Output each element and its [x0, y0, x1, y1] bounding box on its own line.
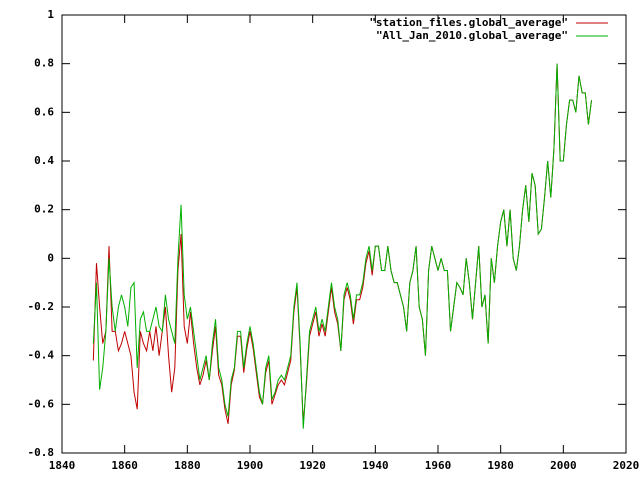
y-tick-label: 0.2: [34, 203, 54, 216]
x-tick-label: 1980: [487, 459, 514, 472]
y-tick-label: -0.8: [28, 446, 55, 459]
y-tick-label: 0.6: [34, 105, 54, 118]
y-tick-label: 0: [47, 251, 54, 264]
x-tick-label: 1940: [362, 459, 389, 472]
x-tick-label: 2000: [550, 459, 577, 472]
y-tick-label: 1: [47, 8, 54, 21]
x-tick-label: 1860: [111, 459, 138, 472]
y-tick-label: 0.8: [34, 57, 54, 70]
y-tick-label: -0.6: [28, 397, 55, 410]
legend-label: "All_Jan_2010.global_average": [376, 29, 568, 42]
plot-border: [61, 14, 627, 454]
data-line: [92, 63, 593, 429]
y-tick-label: 0.4: [34, 154, 54, 167]
legend-label: "station_files.global_average": [369, 16, 568, 29]
data-line: [92, 63, 593, 424]
x-tick-label: 1960: [425, 459, 452, 472]
x-tick-label: 1880: [174, 459, 201, 472]
x-tick-label: 1900: [237, 459, 264, 472]
y-tick-label: -0.4: [28, 349, 55, 362]
x-tick-label: 2020: [613, 459, 640, 472]
x-tick-label: 1840: [49, 459, 76, 472]
x-tick-label: 1920: [299, 459, 326, 472]
y-tick-label: -0.2: [28, 300, 55, 313]
